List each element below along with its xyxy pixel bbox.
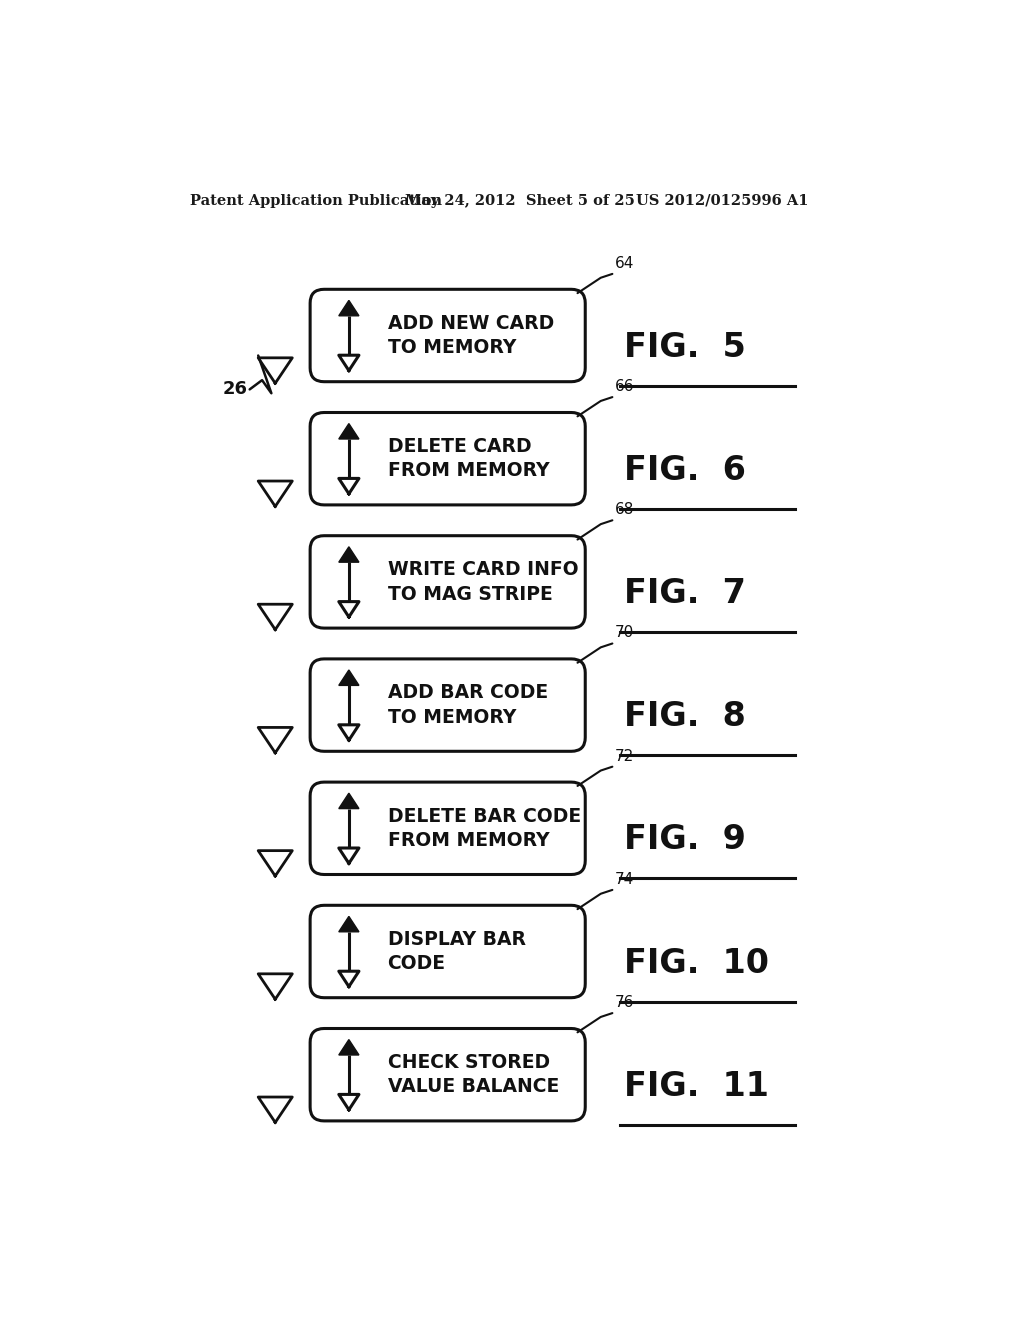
Polygon shape [339, 301, 359, 315]
Text: CHECK STORED
VALUE BALANCE: CHECK STORED VALUE BALANCE [388, 1053, 559, 1097]
FancyBboxPatch shape [310, 906, 586, 998]
Text: WRITE CARD INFO
TO MAG STRIPE: WRITE CARD INFO TO MAG STRIPE [388, 560, 579, 603]
FancyBboxPatch shape [310, 536, 586, 628]
Polygon shape [339, 546, 359, 562]
Text: ADD BAR CODE
TO MEMORY: ADD BAR CODE TO MEMORY [388, 684, 548, 727]
Polygon shape [339, 1040, 359, 1055]
Polygon shape [258, 358, 292, 383]
Text: 72: 72 [614, 748, 634, 763]
Text: DELETE BAR CODE
FROM MEMORY: DELETE BAR CODE FROM MEMORY [388, 807, 581, 850]
FancyBboxPatch shape [310, 289, 586, 381]
FancyBboxPatch shape [310, 659, 586, 751]
FancyBboxPatch shape [310, 781, 586, 875]
Polygon shape [339, 424, 359, 440]
Polygon shape [258, 974, 292, 999]
Polygon shape [339, 355, 359, 371]
Text: FIG.  7: FIG. 7 [624, 577, 745, 610]
Polygon shape [339, 478, 359, 494]
Text: 70: 70 [614, 626, 634, 640]
Polygon shape [339, 916, 359, 932]
Text: 66: 66 [614, 379, 634, 395]
Text: DISPLAY BAR
CODE: DISPLAY BAR CODE [388, 929, 525, 973]
Text: FIG.  5: FIG. 5 [624, 330, 745, 363]
Polygon shape [339, 1094, 359, 1110]
Text: FIG.  9: FIG. 9 [624, 824, 745, 857]
Text: DELETE CARD
FROM MEMORY: DELETE CARD FROM MEMORY [388, 437, 549, 480]
Text: FIG.  10: FIG. 10 [624, 946, 769, 979]
Polygon shape [339, 671, 359, 685]
Polygon shape [258, 850, 292, 876]
Text: 74: 74 [614, 871, 634, 887]
Text: FIG.  8: FIG. 8 [624, 700, 745, 733]
Text: 76: 76 [614, 995, 634, 1010]
Text: FIG.  11: FIG. 11 [624, 1069, 769, 1102]
Text: ADD NEW CARD
TO MEMORY: ADD NEW CARD TO MEMORY [388, 314, 554, 358]
Polygon shape [339, 793, 359, 809]
Polygon shape [258, 727, 292, 752]
Polygon shape [339, 847, 359, 863]
Polygon shape [258, 480, 292, 507]
Text: 26: 26 [223, 380, 248, 399]
Text: US 2012/0125996 A1: US 2012/0125996 A1 [636, 194, 808, 207]
FancyBboxPatch shape [310, 412, 586, 506]
Text: Patent Application Publication: Patent Application Publication [190, 194, 442, 207]
Text: 64: 64 [614, 256, 634, 271]
Polygon shape [339, 725, 359, 741]
Text: FIG.  6: FIG. 6 [624, 454, 745, 487]
Polygon shape [339, 972, 359, 986]
Text: 68: 68 [614, 502, 634, 517]
FancyBboxPatch shape [310, 1028, 586, 1121]
Text: May 24, 2012  Sheet 5 of 25: May 24, 2012 Sheet 5 of 25 [406, 194, 635, 207]
Polygon shape [258, 605, 292, 630]
Polygon shape [258, 1097, 292, 1122]
Polygon shape [339, 602, 359, 616]
